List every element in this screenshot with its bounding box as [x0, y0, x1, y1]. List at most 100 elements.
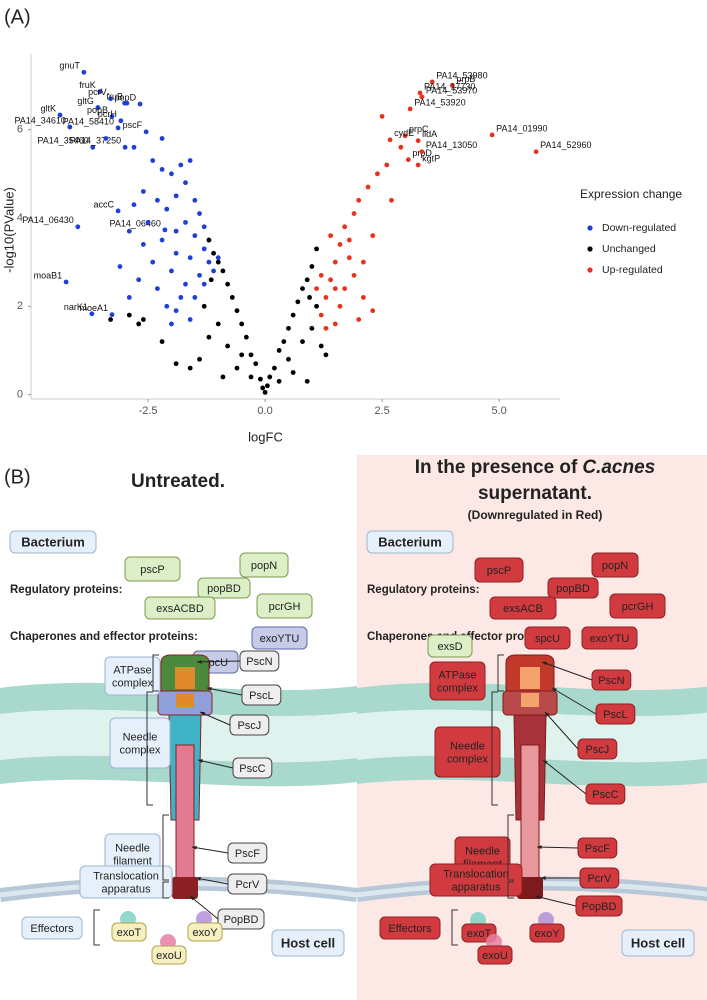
point [90, 144, 96, 150]
effector-label: exoU [156, 950, 182, 962]
regulatory-label: Regulatory proteins: [367, 584, 479, 596]
point [248, 352, 254, 358]
point [260, 385, 266, 391]
chaperone-label: Chaperones and effector proteins: [10, 631, 198, 643]
arrow [541, 661, 593, 681]
point [211, 250, 216, 256]
point [169, 321, 174, 327]
component: PscJ [237, 720, 261, 732]
point [286, 325, 291, 331]
protein-box [427, 634, 473, 658]
legend-swatch [587, 225, 593, 231]
point [183, 281, 188, 287]
protein: pcrGH [269, 601, 301, 613]
point [407, 106, 413, 112]
point [192, 197, 198, 203]
point [173, 361, 179, 367]
protein: spcU [535, 633, 560, 645]
point [402, 133, 408, 139]
protein-box [474, 557, 524, 583]
point [89, 311, 95, 317]
arrow [536, 846, 579, 849]
point [173, 308, 179, 314]
point [150, 259, 156, 265]
point-label: PA14_53970 [426, 85, 477, 95]
arrow [197, 759, 234, 769]
point [318, 312, 324, 318]
complex-label: ATPase [438, 669, 476, 681]
complex-box [21, 916, 83, 940]
bracket [507, 881, 514, 899]
point [115, 208, 121, 214]
point [243, 334, 249, 340]
point [173, 193, 179, 199]
basal-core [521, 693, 539, 707]
panel-title: Untreated. [131, 471, 225, 492]
point-label: pcrH [98, 109, 117, 119]
point [323, 352, 329, 358]
point [351, 272, 357, 278]
arrowhead [207, 686, 212, 691]
regulatory-label: Regulatory proteins: [10, 584, 122, 596]
complex-label: Needle [115, 842, 150, 854]
protein: exoYTU [260, 633, 300, 645]
protein: exsD [437, 641, 462, 653]
point-label: PA14_35460 [37, 136, 88, 146]
point [389, 197, 394, 203]
arrow [195, 877, 229, 885]
point [183, 219, 188, 225]
arrowhead [545, 712, 550, 717]
point-label: accC [94, 199, 115, 209]
arrow [534, 895, 577, 907]
point [332, 321, 338, 327]
point-label: PA14_01990 [496, 123, 547, 133]
point [415, 138, 421, 144]
arrowhead [541, 876, 546, 880]
point [234, 365, 240, 371]
bracket [451, 909, 458, 946]
point [140, 317, 146, 322]
protein: exsACB [503, 603, 543, 615]
arrow [551, 687, 597, 715]
component: PscN [598, 675, 624, 687]
protein: pcrGH [622, 601, 654, 613]
component: PscJ [585, 744, 609, 756]
point [197, 272, 202, 278]
point-label: PA14_53920 [414, 97, 465, 107]
point [63, 279, 69, 285]
point [173, 250, 179, 256]
point [57, 112, 63, 118]
bracket [497, 654, 504, 692]
arrowhead [198, 759, 203, 763]
point [314, 303, 319, 309]
arrowhead [190, 896, 195, 901]
point [342, 286, 348, 292]
point [131, 144, 137, 150]
point [384, 162, 390, 168]
point-label: PA14_06460 [109, 218, 160, 228]
point [159, 339, 165, 344]
point-label: PA14_34610 [14, 115, 65, 125]
point [346, 255, 352, 261]
protein-box [124, 556, 181, 582]
complex-label: complex [120, 744, 161, 756]
bacterium-label: Bacterium [21, 534, 85, 549]
title-part: Untreated. [131, 471, 225, 492]
point [379, 114, 385, 119]
point [239, 352, 245, 358]
point-label: PA14_37250 [70, 136, 121, 146]
host-box [621, 929, 695, 957]
point-label: moeA1 [79, 303, 108, 313]
point [159, 136, 165, 141]
point [215, 255, 221, 261]
x-tick-label: 0.0 [257, 405, 272, 417]
point [178, 295, 184, 300]
complex-label: filament [113, 855, 152, 867]
arrowhead [200, 712, 205, 716]
y-tick-label: 6 [17, 124, 23, 136]
needle [175, 744, 195, 886]
point-label: popB [87, 105, 108, 115]
legend-label: Down-regulated [602, 222, 676, 234]
point [429, 79, 435, 85]
point [314, 246, 319, 252]
